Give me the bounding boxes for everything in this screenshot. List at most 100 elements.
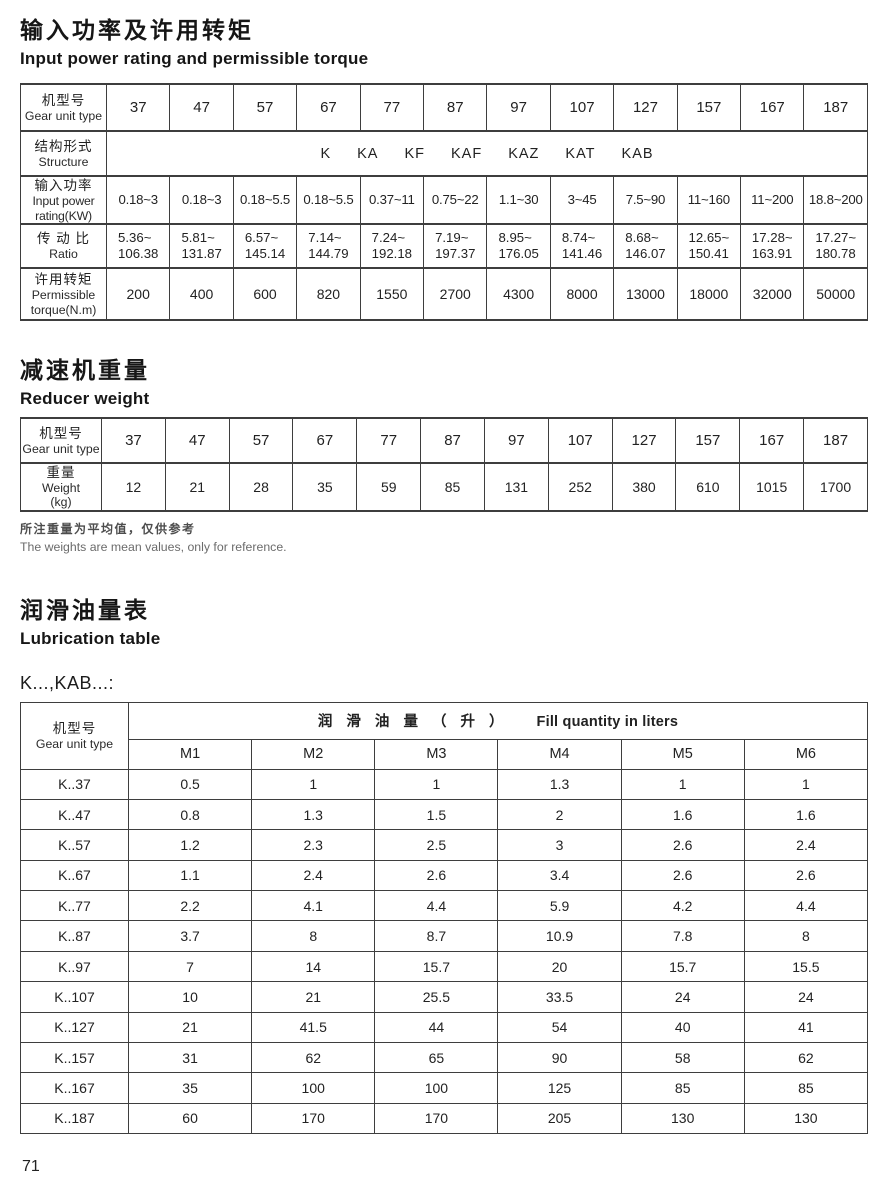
- row-label-gear-unit-type: 机型号 Gear unit type: [20, 417, 102, 464]
- ratio-cell: 8.68~ 146.07: [613, 223, 678, 269]
- gear-model-cell: K..107: [20, 981, 129, 1013]
- fill-quantity-cell: 41: [743, 1011, 869, 1044]
- gear-type-cell: 127: [613, 83, 678, 132]
- fill-quantity-cell: 2.6: [743, 859, 869, 892]
- fill-quantity-cell: 170: [251, 1102, 376, 1135]
- mounting-position-header-cell: M2: [251, 738, 376, 770]
- weight-cell: 21: [164, 461, 230, 512]
- weight-cell: 12: [101, 461, 166, 512]
- fill-quantity-cell: 4.4: [374, 890, 499, 922]
- torque-cell: 1550: [359, 267, 425, 321]
- gear-type-cell: 127: [611, 417, 677, 464]
- fill-quantity-cell: 2.6: [620, 829, 745, 861]
- fill-quantity-cell: 2.5: [374, 829, 499, 861]
- row-label-zh: 重量: [46, 464, 76, 480]
- gear-model-cell: K..57: [20, 829, 129, 861]
- fill-quantity-cell: 100: [251, 1072, 376, 1104]
- torque-cell: 400: [169, 267, 234, 321]
- fill-quantity-cell: 1: [251, 768, 376, 800]
- fill-quantity-cell: 62: [251, 1042, 376, 1074]
- mounting-position-header-cell: M4: [497, 738, 622, 770]
- table-row-structure: 结构形式 Structure K KA KF KAF KAZ KAT KAB: [20, 130, 868, 177]
- row-label-zh: 机型号: [41, 92, 86, 108]
- fill-quantity-cell: 0.8: [127, 798, 253, 831]
- ratio-cell: 7.14~ 144.79: [296, 223, 361, 269]
- ratio-cell: 12.65~ 150.41: [676, 223, 742, 269]
- lubrication-table-body: K..37 0.5 1 1 1.3 1 1 K..47 0.8 1.3 1.5 2 1.6 1.6 K..5…: [20, 768, 869, 1135]
- fill-quantity-cell: 5.9: [497, 890, 622, 922]
- section-lubrication-title-zh: 润滑油量表: [20, 596, 150, 623]
- fill-quantity-cell: 40: [620, 1011, 745, 1044]
- gear-type-cell: 87: [420, 417, 485, 464]
- fill-quantity-cell: 1.6: [620, 798, 745, 831]
- gear-type-cell: 167: [739, 417, 805, 464]
- structure-code: KF: [404, 146, 425, 162]
- lubrication-subtitle: K...,KAB...:: [20, 672, 115, 693]
- row-label-en: Input power rating(KW): [32, 194, 95, 223]
- gear-model-cell: K..157: [20, 1042, 129, 1074]
- fill-quantity-cell: 21: [127, 1011, 253, 1044]
- gear-type-cell: 77: [356, 417, 422, 464]
- fill-quantity-header-en: Fill quantity in liters: [536, 714, 679, 730]
- gear-model-cell: K..87: [20, 920, 129, 952]
- gear-type-cell: 87: [423, 83, 488, 132]
- weight-note-zh: 所注重量为平均值，仅供参考: [20, 521, 196, 536]
- lubrication-header-row: 机型号 Gear unit type 润 滑 油 量 （ 升 ） Fill qua…: [20, 701, 868, 770]
- torque-cell: 200: [105, 267, 171, 321]
- fill-quantity-header-cell: 润 滑 油 量 （ 升 ） Fill quantity in liters: [128, 701, 868, 740]
- fill-quantity-cell: 1.1: [127, 859, 253, 892]
- fill-quantity-header-zh: 润 滑 油 量 （ 升 ）: [317, 714, 509, 730]
- gear-type-cell: 157: [676, 83, 742, 132]
- ratio-cell: 17.28~ 163.91: [740, 223, 805, 269]
- fill-quantity-cell: 1.2: [127, 829, 253, 861]
- fill-quantity-cell: 4.1: [251, 890, 376, 922]
- fill-quantity-cell: 2.6: [620, 859, 745, 892]
- table-row-weight: 重量 Weight (kg) 12 21 28 35 59 85 131 252 380 610 1…: [20, 461, 868, 512]
- gear-type-cell: 107: [549, 83, 615, 132]
- fill-quantity-cell: 7: [127, 950, 253, 983]
- fill-quantity-cell: 1.6: [743, 798, 869, 831]
- lubrication-row: K..57 1.2 2.3 2.5 3 2.6 2.4: [20, 829, 869, 861]
- row-label-zh: 结构形式: [34, 138, 93, 154]
- structure-codes-cell: K KA KF KAF KAZ KAT KAB: [106, 130, 868, 177]
- fill-quantity-cell: 1.5: [374, 798, 499, 831]
- input-power-cell: 18.8~200: [803, 175, 868, 225]
- gear-model-cell: K..47: [20, 798, 129, 831]
- fill-quantity-cell: 24: [743, 981, 869, 1013]
- fill-quantity-cell: 62: [743, 1042, 869, 1074]
- fill-quantity-cell: 205: [497, 1102, 622, 1135]
- fill-quantity-cell: 3: [497, 829, 622, 861]
- structure-code: KA: [357, 146, 379, 162]
- fill-quantity-cell: 15.5: [743, 950, 869, 983]
- table-row-torque: 许用转矩 Permissible torque(N.m) 200 400 600 82…: [20, 267, 868, 321]
- fill-quantity-cell: 10: [127, 981, 253, 1013]
- fill-quantity-cell: 130: [743, 1102, 869, 1135]
- fill-quantity-cell: 0.5: [127, 768, 253, 800]
- lubrication-row: K..77 2.2 4.1 4.4 5.9 4.2 4.4: [20, 890, 869, 922]
- gear-type-cell: 47: [169, 83, 234, 132]
- fill-quantity-cell: 44: [374, 1011, 499, 1044]
- fill-quantity-cell: 33.5: [497, 981, 622, 1013]
- weight-cell: 1700: [803, 461, 868, 512]
- torque-cell: 4300: [486, 267, 551, 321]
- row-label-zh: 输入功率: [34, 178, 93, 193]
- fill-quantity-cell: 2.6: [374, 859, 499, 892]
- input-power-cell: 11~200: [740, 175, 805, 225]
- fill-quantity-cell: 2: [497, 798, 622, 831]
- fill-quantity-cell: 7.8: [620, 920, 745, 952]
- torque-cell: 8000: [549, 267, 615, 321]
- row-label-en: Gear unit type: [24, 108, 103, 123]
- weight-cell: 252: [547, 461, 613, 512]
- row-label-en: Gear unit type: [35, 736, 114, 751]
- row-label-structure: 结构形式 Structure: [20, 130, 107, 177]
- weight-cell: 28: [228, 461, 294, 512]
- fill-quantity-cell: 25.5: [374, 981, 499, 1013]
- fill-quantity-cell: 3.7: [127, 920, 253, 952]
- input-power-cell: 0.18~3: [169, 175, 234, 225]
- fill-quantity-cell: 14: [251, 950, 376, 983]
- section-power-title-zh: 输入功率及许用转矩: [20, 17, 254, 43]
- fill-quantity-cell: 2.2: [127, 890, 253, 922]
- ratio-cell: 7.19~ 197.37: [423, 223, 488, 269]
- weight-cell: 59: [356, 461, 422, 512]
- fill-quantity-cell: 20: [497, 950, 622, 983]
